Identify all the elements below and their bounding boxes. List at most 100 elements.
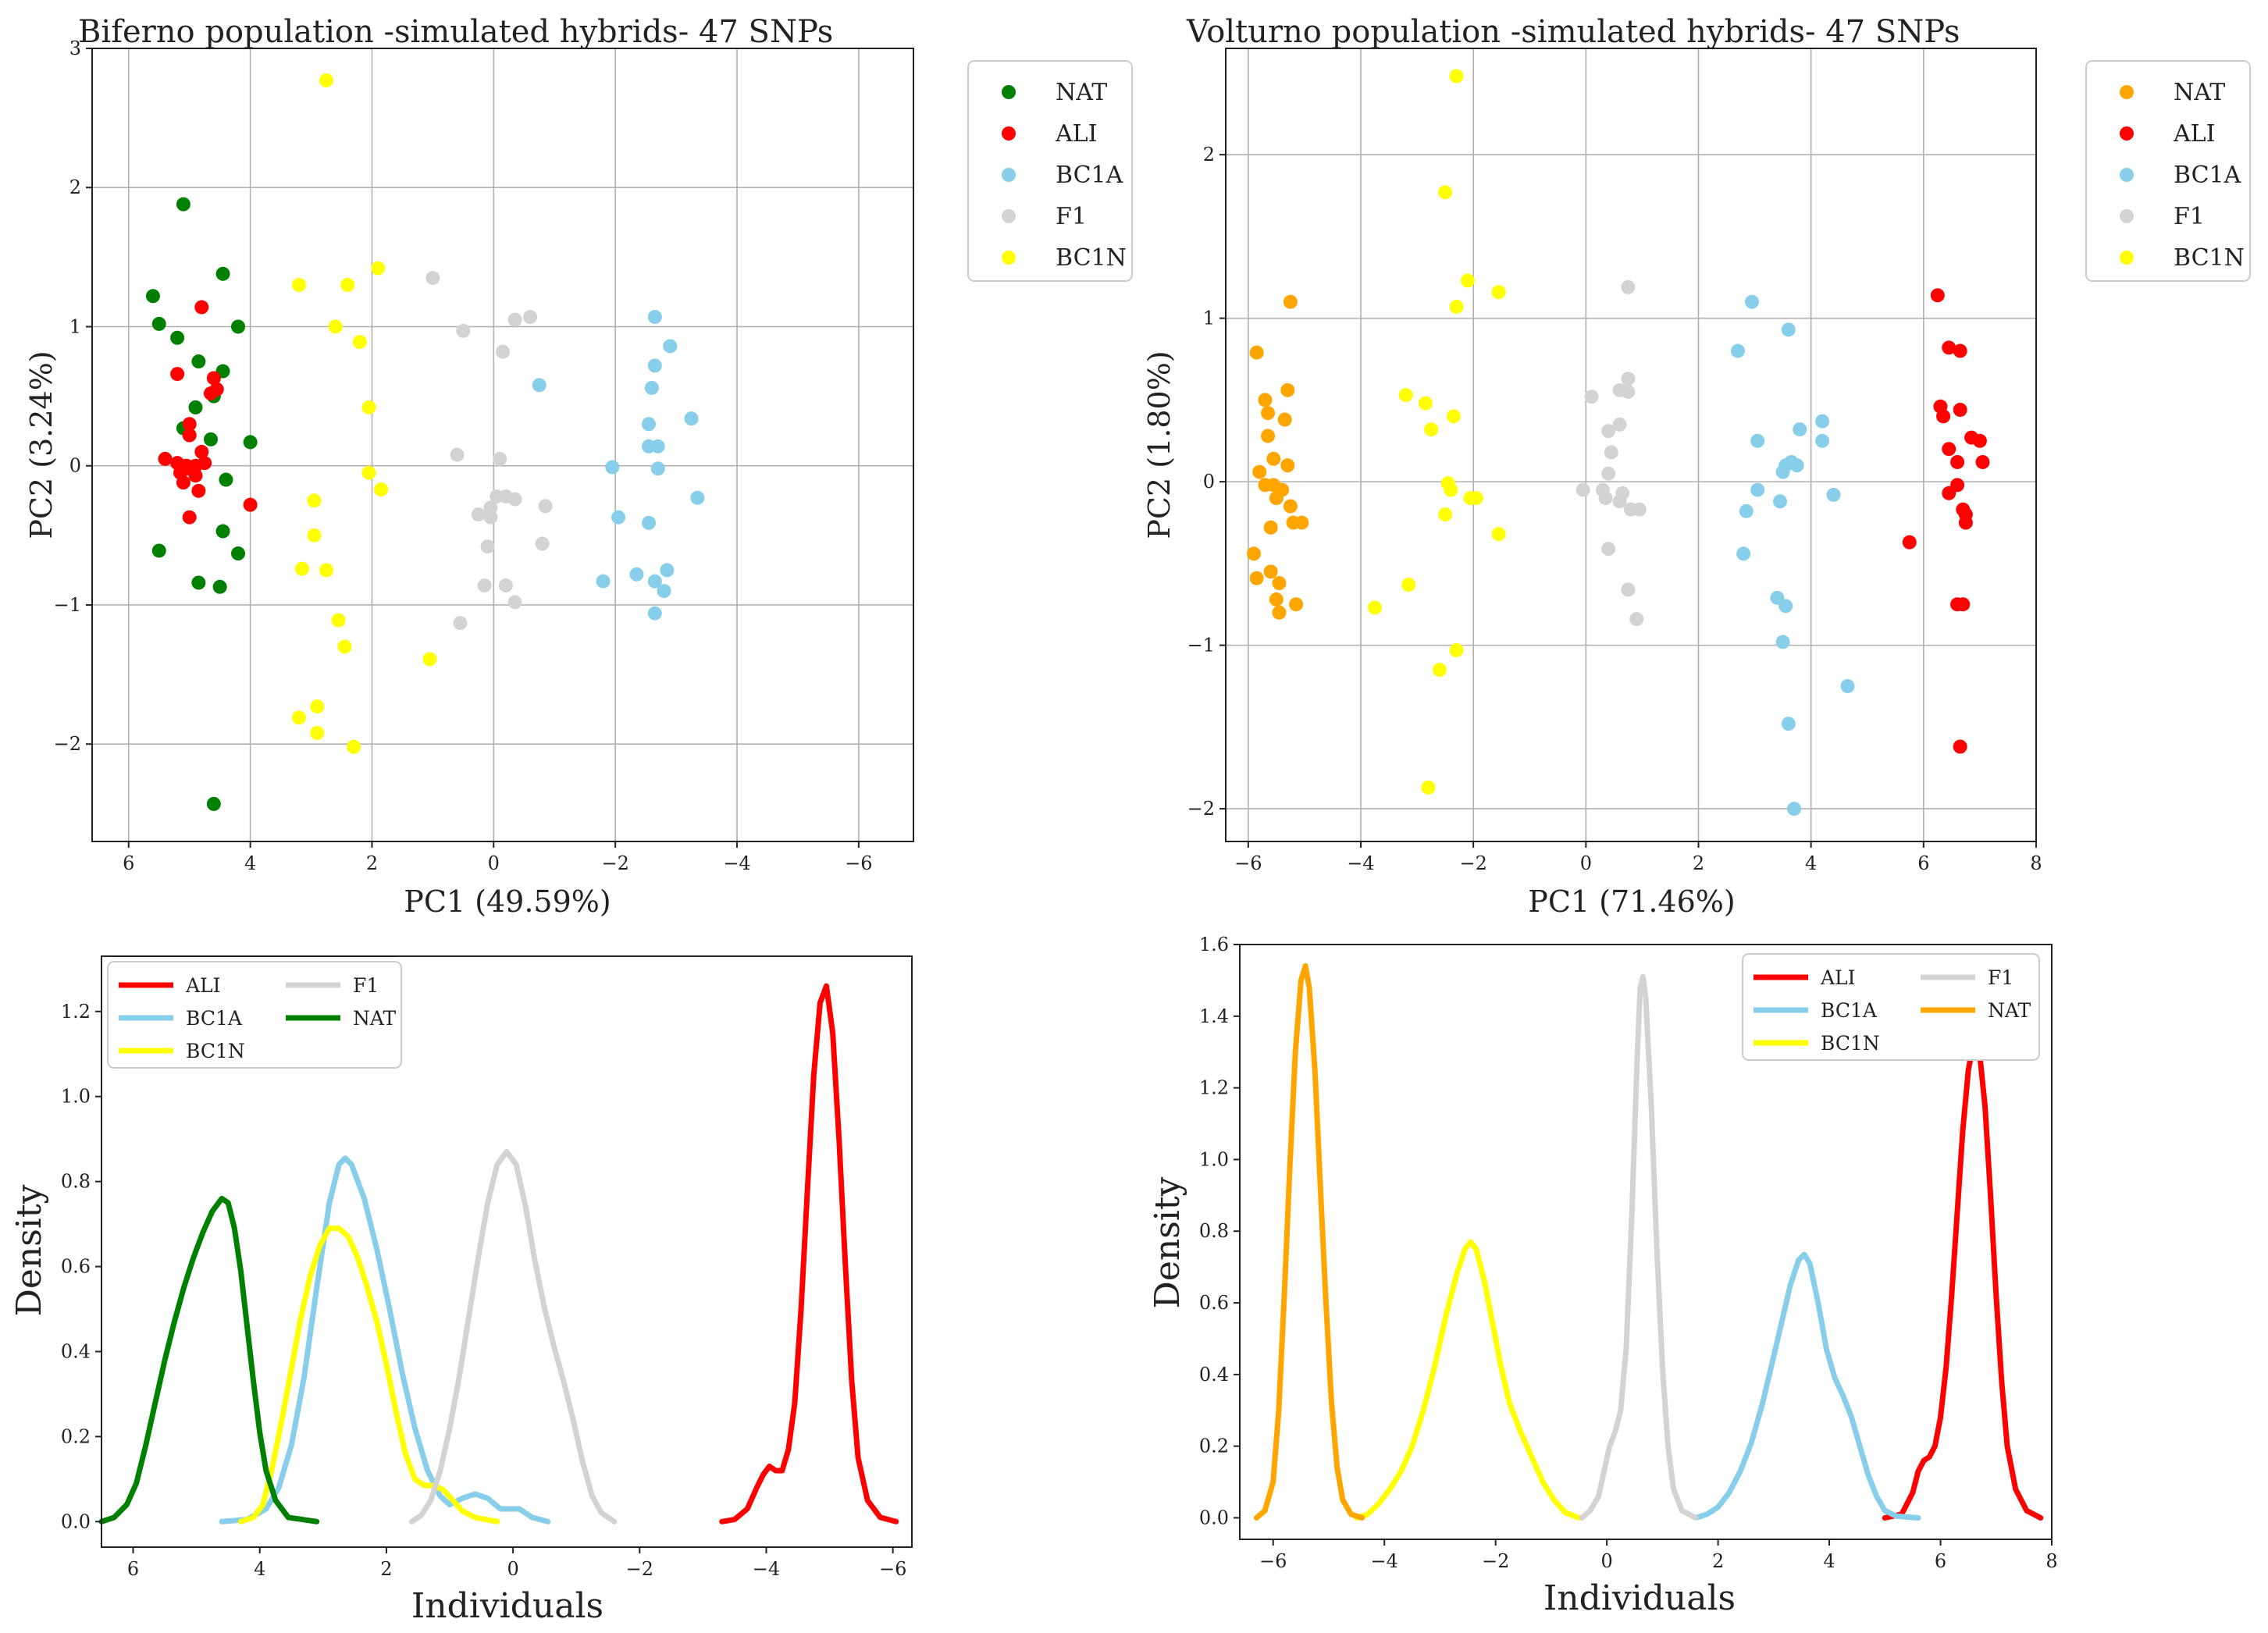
legend: NAT ALI BC1A F1 BC1N <box>967 60 1133 282</box>
data-point-bc1a <box>647 310 662 325</box>
x-tick-label: 0 <box>507 1558 518 1580</box>
data-point-nat <box>1280 382 1295 397</box>
data-point-bc1n <box>307 493 322 508</box>
data-point-nat <box>191 575 206 590</box>
data-point-bc1n <box>337 639 352 654</box>
y-tick-label: 0.0 <box>61 1510 91 1532</box>
data-point-ali <box>1942 442 1956 457</box>
data-point-bc1a <box>1773 494 1788 509</box>
y-tick-label: 0.4 <box>1199 1364 1229 1386</box>
data-point-bc1n <box>374 482 389 497</box>
data-point-bc1a <box>660 563 675 578</box>
data-point-nat <box>151 316 166 331</box>
data-point-bc1n <box>1469 491 1483 506</box>
chart-title: Volturno population -simulated hybrids- … <box>1186 14 1960 50</box>
legend-label-bc1n: BC1N <box>1821 1032 1880 1055</box>
data-point-nat <box>176 197 190 212</box>
data-point-nat <box>1263 520 1278 535</box>
y-tick-label: −1 <box>1187 635 1215 656</box>
data-point-f1 <box>471 507 486 522</box>
data-point-bc1a <box>647 574 662 589</box>
data-point-nat <box>203 432 218 446</box>
data-point-bc1n <box>319 73 334 87</box>
data-point-ali <box>1953 343 1967 358</box>
data-point-f1 <box>507 595 522 610</box>
data-point-f1 <box>480 539 495 554</box>
data-point-ali <box>203 386 218 401</box>
data-point-nat <box>151 543 166 558</box>
data-point-f1 <box>1601 542 1616 557</box>
legend-marker-ali <box>2120 126 2134 141</box>
legend-label-nat: NAT <box>2174 79 2225 106</box>
x-tick-label: 2 <box>1712 1550 1724 1572</box>
data-point-nat <box>1249 571 1264 585</box>
legend-box <box>967 60 1133 282</box>
density-curve-nat <box>98 1195 320 1524</box>
y-tick-label: −2 <box>1187 798 1215 820</box>
x-tick-label: 0 <box>488 852 500 874</box>
x-tick-label: 0 <box>1600 1550 1612 1572</box>
data-point-bc1a <box>532 378 547 393</box>
legend: ALI BC1A BC1N F1 NAT <box>107 961 402 1069</box>
data-point-f1 <box>1621 582 1636 597</box>
y-tick-label: 0 <box>1203 471 1215 493</box>
density-curve-f1 <box>1579 973 1699 1521</box>
data-point-bc1a <box>1781 322 1796 337</box>
data-point-bc1a <box>1815 433 1830 448</box>
data-point-bc1n <box>328 319 343 334</box>
legend-label-nat: NAT <box>1056 79 1107 106</box>
legend-label-bc1a: BC1A <box>186 1007 243 1030</box>
data-point-ali <box>1953 739 1967 754</box>
legend-label-nat: NAT <box>1988 999 2031 1022</box>
data-point-ali <box>1972 433 1987 448</box>
data-point-bc1a <box>644 380 659 395</box>
y-axis-label: Density <box>1148 1176 1187 1308</box>
y-tick-label: 1 <box>1203 308 1215 329</box>
x-axis-label: Individuals <box>1543 1578 1736 1618</box>
data-point-bc1n <box>1446 409 1461 424</box>
data-point-bc1a <box>663 339 678 354</box>
data-point-nat <box>1277 412 1292 427</box>
pca-biferno-panel: 6 4 2 0 −2 −4 −6 −2 −1 0 1 2 3 PC1 (49.59%) PC2 (3.24%… <box>24 14 1133 919</box>
x-tick-label: −6 <box>879 1558 906 1580</box>
x-axis-label: Individuals <box>411 1586 603 1626</box>
data-point-nat <box>1258 393 1273 407</box>
legend-box <box>2085 60 2251 282</box>
y-tick-label: −2 <box>54 733 81 755</box>
data-point-bc1a <box>1840 678 1855 693</box>
data-point-bc1a <box>1787 802 1802 816</box>
data-point-bc1n <box>361 465 376 480</box>
data-point-bc1n <box>340 278 355 293</box>
data-point-nat <box>1294 515 1309 530</box>
data-point-bc1n <box>307 528 322 543</box>
density-curve-bc1a <box>219 1155 551 1524</box>
y-tick-label: 1 <box>69 315 81 337</box>
data-point-bc1n <box>291 278 306 293</box>
data-point-bc1n <box>1449 642 1464 657</box>
data-point-bc1a <box>1750 433 1765 448</box>
data-point-nat <box>1272 576 1287 591</box>
data-point-bc1n <box>1491 285 1506 300</box>
data-point-bc1a <box>1730 343 1745 358</box>
data-point-ali <box>1930 288 1945 303</box>
y-tick-label: 0.8 <box>61 1171 91 1193</box>
data-point-ali <box>188 468 203 483</box>
data-point-nat <box>215 266 230 281</box>
y-tick-label: 0.0 <box>1199 1507 1229 1528</box>
data-point-ali <box>1936 409 1951 424</box>
legend-label-nat: NAT <box>353 1007 397 1030</box>
data-point-f1 <box>535 536 550 551</box>
data-point-bc1n <box>352 335 367 350</box>
data-point-nat <box>1263 564 1278 579</box>
data-point-ali <box>243 497 258 512</box>
data-point-f1 <box>456 323 471 338</box>
y-tick-label: 2 <box>1203 144 1215 165</box>
legend-box <box>107 961 402 1069</box>
x-tick-label: −6 <box>1259 1550 1287 1572</box>
legend-marker-bc1a <box>1002 168 1016 182</box>
data-point-f1 <box>1584 390 1599 404</box>
data-point-f1 <box>1601 424 1616 439</box>
data-point-nat <box>212 579 227 594</box>
data-point-f1 <box>523 310 538 325</box>
